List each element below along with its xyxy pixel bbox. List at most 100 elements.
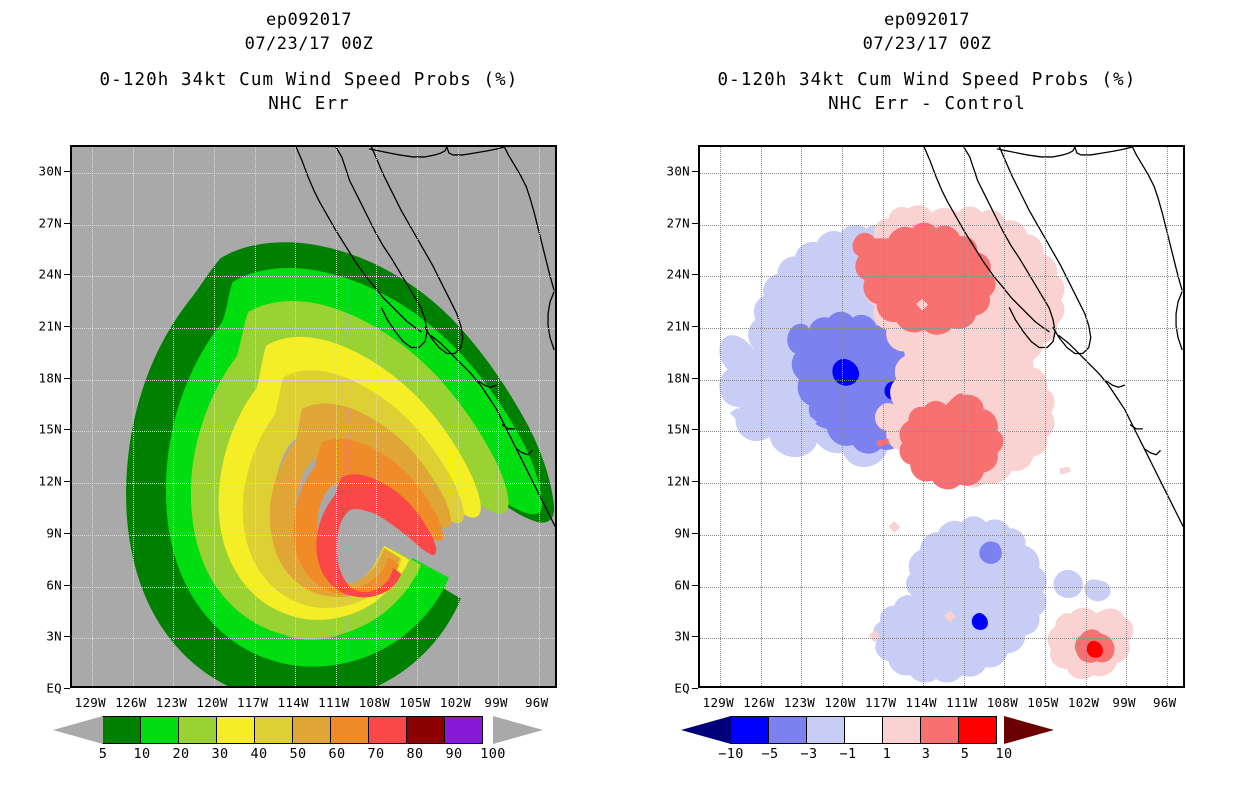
map-plot-nhc-err	[70, 145, 557, 688]
gridline-vertical	[538, 147, 541, 686]
y-tick-mark	[692, 532, 698, 534]
colorbar-right-ticks: −10 −5 −3 −1 1 3 5 10	[681, 746, 1181, 766]
y-tick-mark	[692, 274, 698, 276]
gridline-vertical	[295, 147, 297, 686]
colorbar-right-bins	[730, 716, 997, 744]
colorbar-tick-label: 5	[98, 746, 108, 762]
x-axis-label: 96W	[1152, 695, 1177, 710]
y-tick-mark	[64, 429, 70, 431]
map-container-left: 129W 126W 123W 120W 117W 114W 111W 108W 105W 102W…	[39, 145, 557, 710]
gridline-horizontal	[700, 379, 1183, 382]
colorbar-bin	[920, 716, 959, 744]
y-axis-label: 12N	[38, 473, 62, 489]
colorbar-bin	[178, 716, 217, 744]
colorbar-bin	[406, 716, 445, 744]
y-tick-mark	[64, 481, 70, 483]
colorbar-bin	[330, 716, 369, 744]
colorbar-bin	[102, 716, 141, 744]
date-time-left: 07/23/17 00Z	[244, 34, 374, 54]
anomaly-contour-field	[719, 147, 1183, 683]
storm-id-left: ep092017	[266, 10, 352, 30]
x-axis-label: 123W	[155, 695, 188, 710]
gridline-vertical	[963, 147, 966, 686]
gridline-vertical	[1166, 147, 1169, 686]
y-axis-label: 15N	[666, 421, 690, 437]
gridline-vertical	[376, 147, 378, 686]
gridline-vertical	[335, 147, 338, 686]
gridline-vertical	[498, 147, 500, 686]
colorbar-bin	[844, 716, 883, 744]
x-axis-label: 105W	[1027, 695, 1059, 710]
gridline-horizontal	[72, 172, 555, 175]
colorbar-bin	[254, 716, 293, 744]
x-axis-label: 111W	[318, 695, 350, 710]
x-axis-label: 111W	[946, 695, 978, 710]
gridline-vertical	[882, 147, 885, 686]
colorbar-high-arrow	[493, 716, 543, 744]
colorbar-left-ticks: 5 10 20 30 40 50 60 70 80 90 100	[53, 746, 553, 766]
y-axis-label: 21N	[38, 318, 62, 334]
x-axis-label: 102W	[1067, 695, 1100, 710]
date-time-right: 07/23/17 00Z	[862, 34, 992, 54]
panel-right-titles: ep092017 07/23/17 00Z 0-120h 34kt Cum Wi…	[618, 0, 1236, 114]
y-tick-mark	[692, 222, 698, 224]
y-axis-label: 6N	[674, 577, 690, 593]
x-axis-label: 108W	[358, 695, 391, 710]
gridline-horizontal	[72, 431, 555, 433]
y-tick-mark	[64, 688, 70, 689]
colorbar-tick-label: 40	[250, 746, 268, 762]
gridline-horizontal	[72, 638, 555, 640]
y-axis-label: 9N	[46, 525, 62, 541]
x-axis-label: 126W	[115, 695, 147, 710]
y-tick-mark	[692, 326, 698, 327]
gridline-vertical	[254, 147, 257, 686]
colorbar-right: −10 −5 −3 −1 1 3 5 10	[681, 716, 1181, 766]
colorbar-tick-label: 70	[367, 746, 385, 762]
y-axis-label: 6N	[46, 577, 62, 593]
map-container-right: 129W 126W 123W 120W 117W 114W 111W 108W 105W 102W…	[667, 145, 1185, 710]
colorbar-tick-label: −10	[718, 746, 744, 762]
gridline-vertical	[842, 147, 844, 686]
y-tick-mark	[692, 636, 698, 638]
colorbar-bin	[882, 716, 921, 744]
colorbar-left-bins	[102, 716, 483, 744]
x-axis-label: 99W	[1112, 695, 1136, 710]
colorbar-tick-label: 20	[172, 746, 190, 762]
colorbar-tick-label: −3	[800, 746, 818, 762]
x-axis-label: 120W	[824, 695, 856, 710]
chart-subtitle-left: NHC Err	[268, 94, 350, 114]
y-tick-mark	[64, 170, 70, 172]
storm-id-right: ep092017	[884, 10, 970, 30]
gridline-vertical	[801, 147, 803, 686]
colorbar-tick-label: 5	[960, 746, 970, 762]
y-axis-label: 18N	[38, 370, 62, 386]
y-axis-label: 15N	[38, 421, 62, 437]
colorbar-tick-label: 10	[133, 746, 151, 762]
gridline-horizontal	[700, 224, 1183, 227]
y-axis-label: 3N	[46, 628, 62, 644]
y-tick-mark	[64, 222, 70, 224]
colorbar-low-arrow	[53, 716, 103, 744]
x-axis-label: 123W	[783, 695, 816, 710]
gridline-horizontal	[72, 328, 555, 330]
x-axis-label: 99W	[484, 695, 508, 710]
gridline-vertical	[1085, 147, 1088, 686]
panel-left-titles: ep092017 07/23/17 00Z 0-120h 34kt Cum Wi…	[0, 0, 618, 114]
x-axis-label: 108W	[986, 695, 1019, 710]
colorbar-tick-label: 1	[882, 746, 892, 762]
gridline-horizontal	[700, 534, 1183, 537]
gridline-vertical	[1044, 147, 1047, 686]
y-axis-label: 27N	[666, 215, 690, 231]
gridline-horizontal	[72, 534, 555, 537]
colorbar-tick-label: 30	[211, 746, 229, 762]
gridline-vertical	[720, 147, 722, 686]
y-tick-mark	[64, 532, 70, 534]
colorbar-bin	[768, 716, 807, 744]
gridline-vertical	[923, 147, 925, 686]
y-axis-label: 27N	[38, 215, 62, 231]
colorbar-bin	[216, 716, 255, 744]
colorbar-bin	[140, 716, 179, 744]
chart-subtitle-right: NHC Err - Control	[828, 94, 1026, 114]
colorbar-tick-label: 10	[995, 746, 1013, 762]
